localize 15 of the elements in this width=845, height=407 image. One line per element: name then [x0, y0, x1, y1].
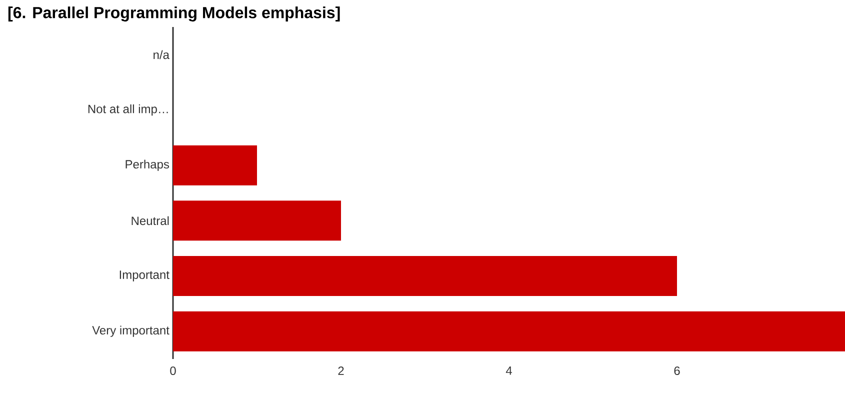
- bar: [173, 200, 342, 241]
- bar: [173, 311, 845, 352]
- chart-title: [6. Parallel Programming Models emphasis]: [8, 6, 340, 22]
- y-tick-label: Neutral: [132, 216, 169, 226]
- y-tick-label: Important: [120, 270, 170, 282]
- x-tick-label: 4: [506, 366, 512, 375]
- y-tick-label: Very important: [92, 326, 170, 337]
- bar: [173, 256, 678, 296]
- bar: [173, 145, 258, 186]
- y-tick-label: Not at all imp…: [88, 104, 168, 116]
- x-tick-label: 0: [170, 366, 176, 376]
- y-tick-label: n/a: [154, 50, 170, 60]
- x-tick-label: 6: [674, 366, 680, 376]
- x-tick-label: 2: [338, 366, 344, 375]
- y-tick-label: Perhaps: [126, 160, 170, 171]
